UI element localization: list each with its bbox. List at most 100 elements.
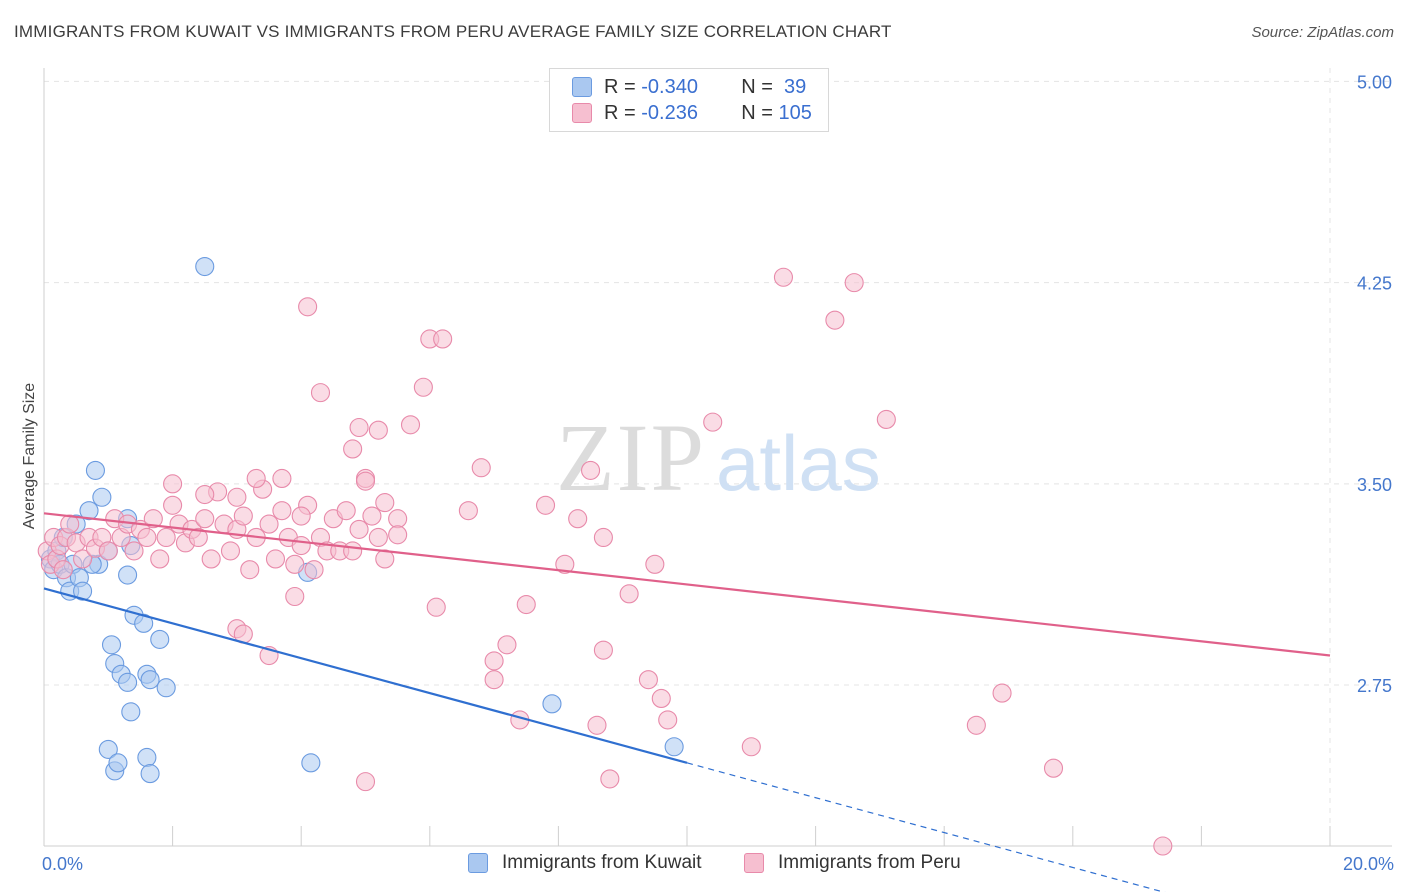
series-legend: Immigrants from Kuwait Immigrants from P… (0, 852, 1406, 878)
data-point-kuwait (118, 565, 138, 585)
legend-r-value: -0.236 (641, 101, 698, 124)
legend-label-peru: Immigrants from Peru (778, 852, 961, 873)
data-point-peru (310, 383, 331, 403)
data-point-peru (876, 409, 896, 429)
y-tick-label: 3.50 (1357, 475, 1392, 495)
data-point-peru (220, 541, 241, 561)
data-point-peru (593, 527, 613, 548)
tick-labels: 2.75 3.50 4.25 5.00 0.0% 20.0% (42, 72, 1394, 874)
legend-r-label: R = (604, 75, 642, 98)
y-tick-label: 4.25 (1357, 274, 1392, 294)
data-point-kuwait (85, 460, 105, 480)
data-point-peru (825, 310, 845, 330)
data-point-peru (580, 460, 601, 480)
legend-swatch-kuwait (572, 77, 592, 97)
data-point-peru (516, 595, 536, 615)
data-point-peru (497, 635, 517, 655)
data-point-peru (992, 683, 1012, 703)
data-point-peru (433, 329, 453, 349)
trend-line-kuwait-extension (686, 762, 1166, 892)
data-point-kuwait (79, 501, 99, 521)
data-point-peru (555, 554, 575, 574)
data-point-peru (355, 471, 376, 491)
data-point-peru (240, 560, 260, 580)
data-point-peru (298, 297, 318, 317)
data-point-peru (458, 501, 478, 521)
data-point-peru (163, 474, 183, 494)
data-point-kuwait (121, 702, 141, 722)
data-point-peru (60, 514, 80, 534)
data-point-peru (137, 527, 157, 548)
data-point-kuwait (101, 635, 122, 655)
data-point-kuwait (92, 487, 112, 507)
data-point-peru (844, 273, 864, 293)
legend-item-kuwait[interactable]: Immigrants from Kuwait (468, 852, 702, 874)
data-point-peru (638, 670, 658, 690)
data-point-kuwait (664, 737, 684, 757)
data-point-peru (773, 267, 794, 287)
data-point-peru (966, 715, 986, 735)
trend-line-peru (43, 512, 1331, 657)
data-point-peru (484, 670, 504, 690)
chart-source: Source: ZipAtlas.com (1251, 24, 1394, 41)
data-point-peru (156, 527, 176, 548)
data-point-kuwait (195, 256, 215, 277)
data-point-kuwait (134, 613, 154, 633)
data-point-kuwait (156, 678, 176, 698)
data-point-peru (1153, 836, 1173, 856)
legend-item-peru[interactable]: Immigrants from Peru (744, 852, 961, 874)
data-point-peru (400, 415, 421, 435)
y-axis-label: Average Family Size (21, 383, 38, 530)
data-point-peru (150, 549, 170, 569)
data-point-peru (349, 519, 369, 539)
data-point-peru (163, 495, 183, 515)
data-point-peru (304, 560, 324, 580)
data-point-peru (535, 495, 556, 515)
data-point-peru (291, 535, 311, 556)
data-point-peru (285, 586, 305, 607)
legend-n-value: 105 (778, 101, 812, 124)
trend-lines (43, 512, 1331, 892)
stats-legend: R = -0.340 N = 39 R = -0.236 N = 105 (549, 68, 829, 132)
data-point-peru (343, 541, 363, 561)
data-point-peru (124, 541, 144, 561)
data-point-peru (362, 506, 382, 526)
data-point-peru (265, 549, 286, 569)
data-point-peru (336, 501, 356, 521)
data-point-peru (143, 509, 163, 529)
legend-label-kuwait: Immigrants from Kuwait (502, 852, 702, 873)
data-point-kuwait (108, 753, 128, 773)
data-point-kuwait (140, 764, 160, 784)
data-point-peru (188, 527, 208, 548)
data-point-peru (201, 549, 221, 569)
data-point-kuwait (140, 670, 160, 690)
data-point-kuwait (150, 629, 170, 649)
data-point-peru (227, 487, 247, 507)
data-point-peru (259, 514, 279, 534)
data-point-peru (484, 651, 504, 671)
legend-n-value: 39 (778, 75, 807, 98)
data-point-peru (98, 541, 118, 561)
data-point-peru (413, 377, 433, 397)
legend-swatch-kuwait (468, 853, 488, 873)
legend-row-kuwait: R = -0.340 N = 39 (572, 75, 806, 99)
data-point-kuwait (98, 739, 118, 759)
data-point-peru (645, 554, 665, 574)
data-point-peru (600, 769, 620, 789)
data-point-peru (375, 493, 395, 513)
data-point-peru (568, 509, 588, 529)
legend-n-label: N = (741, 101, 779, 124)
data-point-peru (272, 501, 292, 521)
data-point-peru (195, 509, 215, 529)
x-tick-label: 0.0% (42, 854, 83, 874)
legend-swatch-peru (744, 853, 764, 873)
watermark: ZIP atlas (556, 404, 881, 511)
data-point-peru (658, 710, 678, 730)
data-point-peru (291, 506, 311, 526)
y-tick-label: 5.00 (1357, 72, 1392, 92)
data-point-peru (593, 640, 613, 660)
data-point-peru (471, 458, 491, 478)
data-point-peru (349, 417, 369, 438)
legend-row-peru: R = -0.236 N = 105 (572, 101, 812, 125)
